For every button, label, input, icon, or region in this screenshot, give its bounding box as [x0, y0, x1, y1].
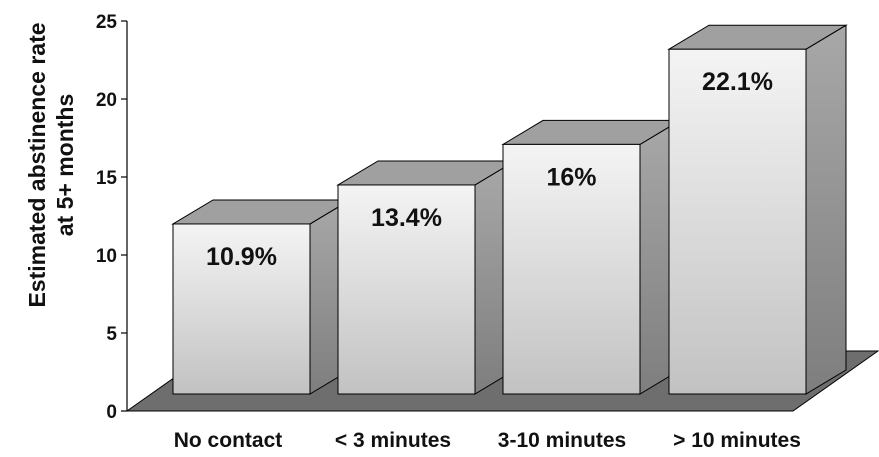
y-axis-title-line1: Estimated abstinence rate: [24, 22, 50, 307]
bar: 22.1%: [667, 24, 848, 395]
bar: 13.4%: [336, 160, 517, 395]
y-tick-label: 10: [96, 246, 117, 267]
bar-front: [172, 223, 311, 395]
y-tick-label: 0: [106, 402, 117, 423]
x-category-label: < 3 minutes: [335, 429, 451, 452]
bar-value-label: 10.9%: [206, 243, 277, 271]
bar-value-label: 16%: [546, 163, 596, 191]
y-tick-label: 5: [106, 324, 117, 345]
bar-front: [337, 184, 476, 395]
x-category-label: No contact: [174, 429, 283, 452]
y-tick-label: 25: [96, 12, 118, 33]
x-category-label: 3-10 minutes: [498, 429, 626, 452]
bar: 16%: [501, 119, 682, 395]
y-axis-title-line2: at 5+ months: [52, 94, 78, 237]
bar-value-label: 22.1%: [702, 68, 773, 96]
bar-side: [805, 24, 847, 395]
bar-front: [668, 48, 807, 395]
x-category-label: > 10 minutes: [673, 429, 801, 452]
y-axis: 0 5 10 15 20 25: [96, 12, 128, 423]
y-tick-label: 20: [96, 90, 117, 111]
bar: 10.9%: [171, 199, 352, 395]
bar-front: [502, 143, 641, 395]
bars: 10.9% 13.4% 16% 22.1%: [171, 24, 848, 395]
y-tick-label: 15: [96, 168, 118, 189]
x-axis-labels: No contact < 3 minutes 3-10 minutes > 10 mi…: [174, 429, 801, 452]
bar-value-label: 13.4%: [371, 204, 442, 232]
